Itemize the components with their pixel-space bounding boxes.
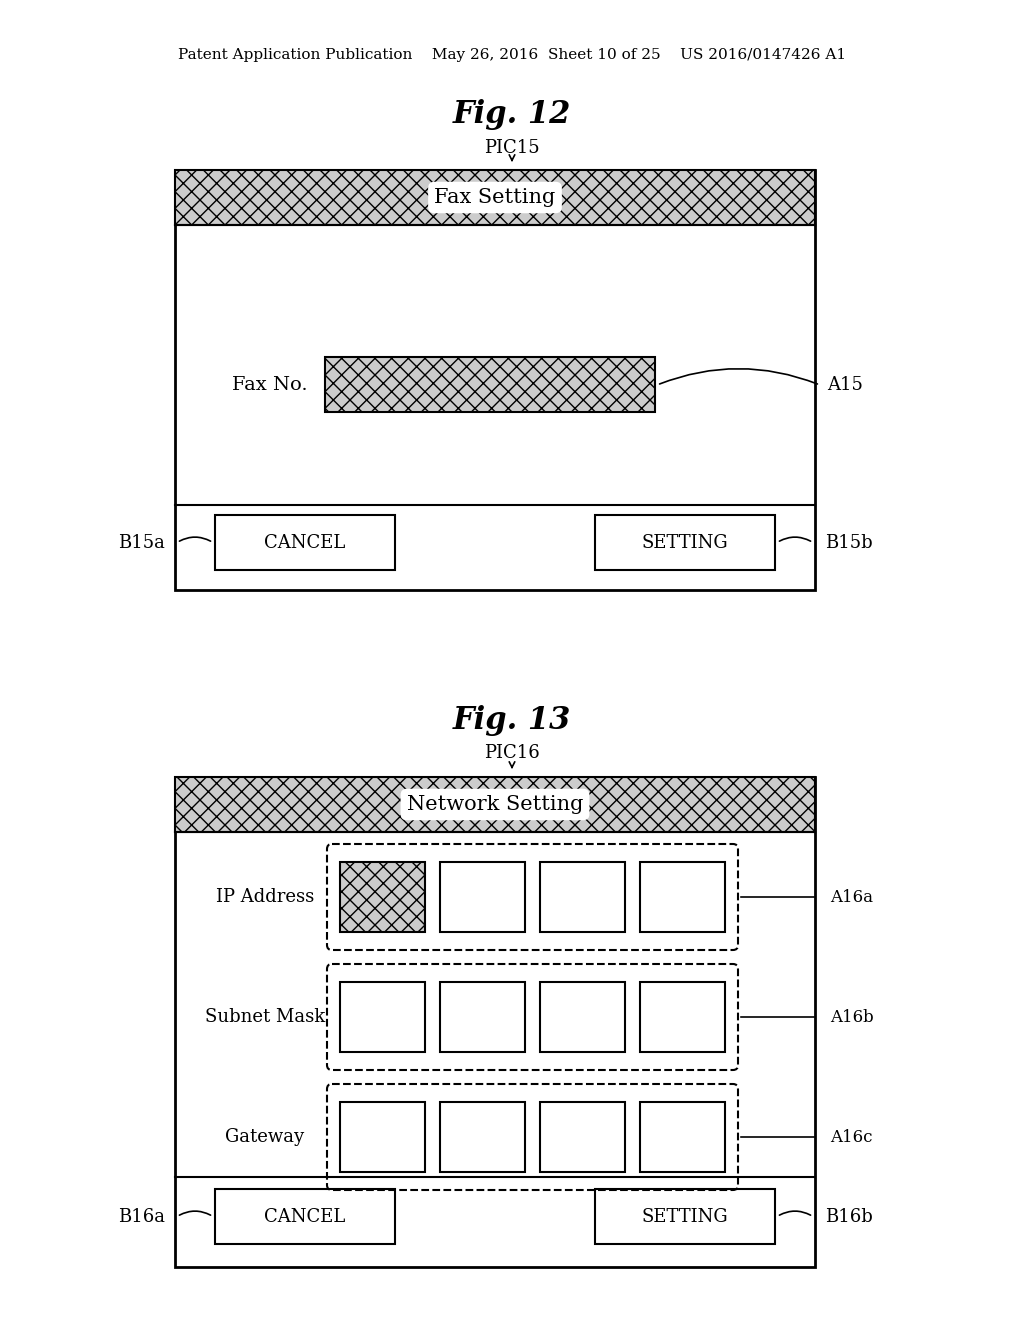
- Text: B15b: B15b: [825, 533, 872, 552]
- Text: Subnet Mask: Subnet Mask: [205, 1008, 326, 1026]
- Bar: [340, 862, 425, 932]
- Text: A16a: A16a: [830, 888, 873, 906]
- Bar: [595, 1189, 775, 1243]
- Text: B16a: B16a: [118, 1208, 165, 1225]
- Text: B15a: B15a: [118, 533, 165, 552]
- Text: Fax Setting: Fax Setting: [434, 187, 556, 207]
- Text: CANCEL: CANCEL: [264, 1208, 346, 1225]
- Bar: [640, 1102, 725, 1172]
- Bar: [640, 982, 725, 1052]
- Text: CANCEL: CANCEL: [264, 533, 346, 552]
- Text: SETTING: SETTING: [642, 533, 728, 552]
- Bar: [340, 1102, 425, 1172]
- Text: A16c: A16c: [830, 1129, 872, 1146]
- Bar: [440, 982, 525, 1052]
- Bar: [340, 982, 425, 1052]
- Bar: [595, 515, 775, 570]
- Bar: [175, 170, 815, 590]
- Text: IP Address: IP Address: [216, 888, 314, 906]
- Text: B16b: B16b: [825, 1208, 872, 1225]
- Text: PIC15: PIC15: [484, 139, 540, 157]
- Text: Fig. 12: Fig. 12: [453, 99, 571, 131]
- Bar: [175, 777, 815, 832]
- Bar: [215, 515, 395, 570]
- Text: Gateway: Gateway: [225, 1129, 304, 1146]
- Bar: [440, 862, 525, 932]
- Bar: [215, 1189, 395, 1243]
- Bar: [325, 356, 655, 412]
- Text: Patent Application Publication    May 26, 2016  Sheet 10 of 25    US 2016/014742: Patent Application Publication May 26, 2…: [178, 48, 846, 62]
- Bar: [540, 1102, 625, 1172]
- Text: A15: A15: [827, 376, 863, 393]
- Bar: [440, 1102, 525, 1172]
- Text: Fig. 13: Fig. 13: [453, 705, 571, 735]
- Text: Network Setting: Network Setting: [407, 795, 584, 814]
- Bar: [540, 982, 625, 1052]
- Bar: [175, 170, 815, 224]
- Bar: [175, 777, 815, 1267]
- Text: A16b: A16b: [830, 1008, 873, 1026]
- Text: Fax No.: Fax No.: [232, 376, 308, 393]
- Bar: [640, 862, 725, 932]
- Bar: [540, 862, 625, 932]
- Text: PIC16: PIC16: [484, 744, 540, 762]
- Text: SETTING: SETTING: [642, 1208, 728, 1225]
